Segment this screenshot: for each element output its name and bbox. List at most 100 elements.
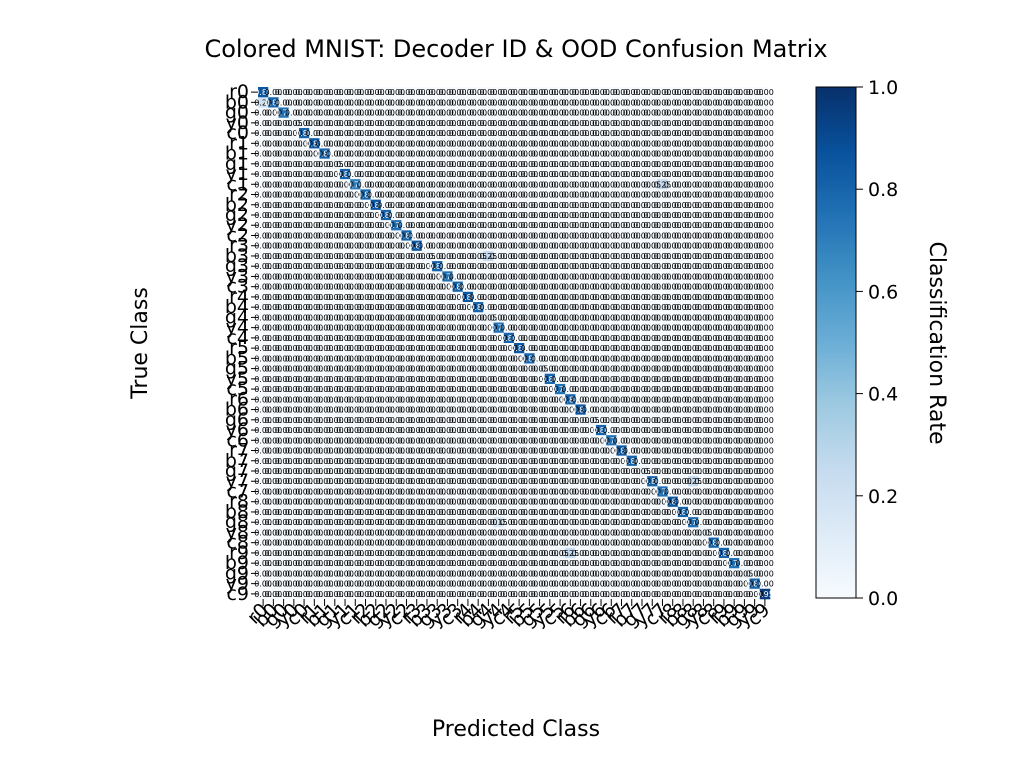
heatmap-cell	[319, 373, 330, 385]
heatmap-cell	[667, 404, 679, 415]
heatmap-cell	[514, 199, 525, 211]
heatmap-cell	[360, 312, 371, 323]
heatmap-cell	[411, 322, 423, 334]
heatmap-cell	[616, 373, 627, 385]
heatmap-cell	[688, 404, 699, 415]
heatmap-cell	[462, 363, 474, 375]
heatmap-cell	[688, 383, 699, 395]
heatmap-cell	[411, 312, 423, 323]
heatmap-cell	[319, 465, 330, 477]
heatmap-cell	[309, 435, 320, 446]
heatmap-cell	[339, 117, 351, 129]
heatmap-cell	[677, 97, 689, 108]
heatmap-cell	[677, 291, 689, 303]
heatmap-cell	[391, 332, 402, 344]
heatmap-cell	[554, 291, 566, 303]
heatmap-cell	[350, 424, 361, 436]
heatmap-cell	[350, 414, 361, 426]
heatmap-cell	[411, 220, 423, 231]
heatmap-cell	[647, 189, 658, 200]
heatmap-cell	[749, 117, 761, 129]
heatmap-cell	[554, 220, 566, 231]
heatmap-cell	[411, 230, 423, 241]
heatmap-cell	[401, 353, 412, 364]
heatmap-cell	[616, 343, 627, 354]
heatmap-cell	[524, 230, 535, 241]
heatmap-cell	[554, 209, 566, 221]
heatmap-cell	[585, 117, 597, 129]
heatmap-cell	[657, 383, 668, 395]
heatmap-cell	[442, 353, 453, 364]
heatmap-cell	[401, 373, 412, 385]
heatmap-cell	[380, 158, 392, 170]
heatmap-cell	[626, 138, 638, 149]
heatmap-cell	[708, 189, 720, 200]
heatmap-cell	[565, 179, 576, 190]
heatmap-cell	[759, 353, 771, 364]
heatmap-cell	[575, 435, 586, 446]
heatmap-cell	[329, 414, 341, 426]
heatmap-cell	[616, 209, 627, 221]
heatmap-cell	[647, 302, 658, 313]
heatmap-cell	[606, 465, 617, 477]
heatmap-cell	[565, 209, 576, 221]
heatmap-cell	[452, 455, 464, 467]
heatmap-cell	[442, 107, 453, 119]
heatmap-cell	[380, 465, 392, 477]
heatmap-cell	[401, 209, 412, 221]
heatmap-cell	[534, 97, 546, 108]
heatmap-cell	[380, 220, 392, 231]
heatmap-cell	[729, 148, 740, 159]
heatmap-cell	[534, 281, 546, 293]
heatmap-cell	[278, 281, 290, 293]
heatmap-cell	[739, 189, 750, 200]
heatmap-cell	[298, 199, 310, 211]
heatmap-cell	[473, 271, 484, 282]
heatmap-cell	[759, 107, 771, 119]
heatmap-cell	[370, 250, 382, 262]
heatmap-cell	[749, 302, 761, 313]
heatmap-cell	[544, 455, 556, 467]
heatmap-cell	[749, 455, 761, 467]
heatmap-cell	[288, 158, 300, 170]
heatmap-cell	[462, 138, 474, 149]
heatmap-cell	[729, 117, 740, 129]
heatmap-cell	[606, 281, 617, 293]
heatmap-cell	[298, 87, 310, 98]
heatmap-cell	[503, 281, 515, 293]
heatmap-cell	[749, 291, 761, 303]
heatmap-cell	[503, 363, 515, 375]
heatmap-cell	[493, 261, 505, 272]
heatmap-cell	[258, 209, 269, 221]
heatmap-cell	[616, 127, 627, 139]
heatmap-cell	[411, 168, 423, 180]
heatmap-cell	[380, 343, 392, 354]
heatmap-cell	[677, 127, 689, 139]
heatmap-cell	[688, 281, 699, 293]
heatmap-cell	[616, 271, 627, 282]
heatmap-cell	[606, 322, 617, 334]
heatmap-cell	[462, 343, 474, 354]
heatmap-cell	[309, 189, 320, 200]
heatmap-cell	[452, 465, 464, 477]
heatmap-cell	[258, 353, 269, 364]
heatmap-cell	[524, 353, 535, 364]
heatmap-cell	[329, 220, 341, 231]
heatmap-cell	[698, 97, 709, 108]
heatmap-cell	[298, 107, 310, 119]
heatmap-cell	[677, 322, 689, 334]
heatmap-cell	[616, 158, 627, 170]
heatmap-cell	[442, 117, 453, 129]
heatmap-cell	[391, 209, 402, 221]
heatmap-cell	[729, 353, 740, 364]
heatmap-cell	[360, 424, 371, 436]
heatmap-cell	[585, 343, 597, 354]
heatmap-cell	[319, 332, 330, 344]
heatmap-cell	[258, 373, 269, 385]
heatmap-cell	[258, 404, 269, 415]
heatmap-cell	[667, 209, 679, 221]
heatmap-cell	[606, 127, 617, 139]
cell-value-label: 0.00	[756, 580, 774, 589]
heatmap-cell	[483, 148, 494, 159]
heatmap-cell	[677, 302, 689, 313]
